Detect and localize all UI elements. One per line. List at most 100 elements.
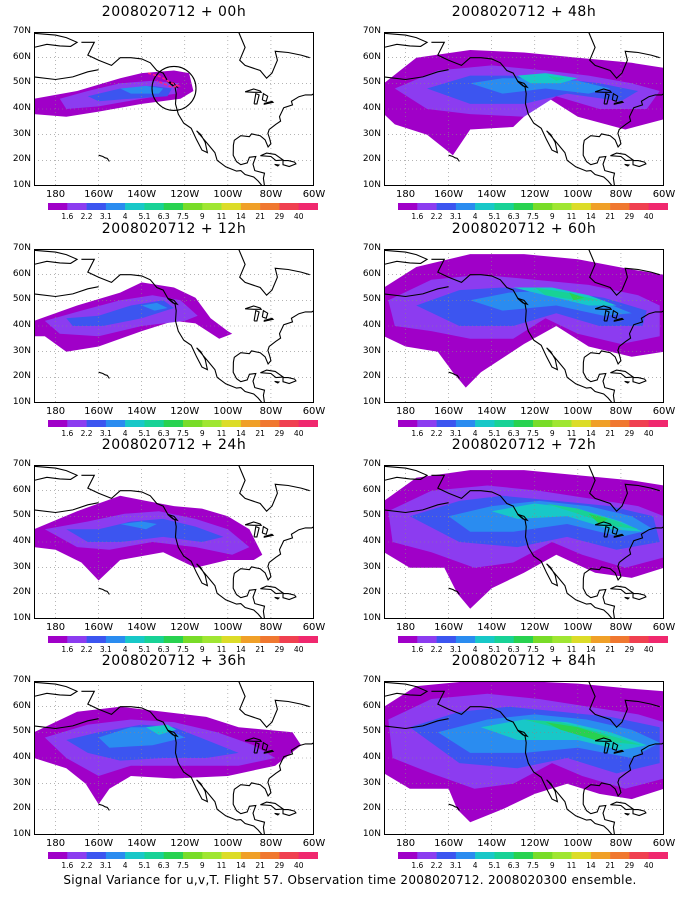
longitude-label: 120W — [520, 838, 550, 849]
colorbar-swatch — [183, 852, 203, 859]
colorbar-swatch — [436, 203, 457, 210]
colorbar-swatch — [240, 203, 261, 210]
colorbar-swatch — [494, 203, 515, 210]
colorbar-swatch — [105, 852, 126, 859]
colorbar-label: 2.2 — [80, 212, 93, 221]
coastline — [448, 803, 460, 811]
colorbar-swatch — [610, 420, 630, 427]
latitude-label: 50N — [362, 726, 381, 737]
longitude-label: 140W — [127, 406, 157, 417]
colorbar-swatch — [571, 420, 592, 427]
map-plot — [34, 249, 314, 403]
coastline — [232, 310, 314, 403]
latitude-label: 50N — [12, 726, 31, 737]
colorbar-label: 9 — [549, 645, 555, 654]
colorbar-swatch — [48, 420, 68, 427]
colorbar-swatch — [494, 420, 515, 427]
coastline — [34, 502, 99, 514]
map-frame — [384, 681, 664, 835]
coastline — [98, 154, 110, 162]
colorbar-swatch — [67, 852, 87, 859]
longitude-label: 180 — [395, 189, 416, 200]
coastline — [81, 41, 263, 186]
latitude-label: 40N — [12, 752, 31, 762]
colorbar-swatch — [125, 203, 145, 210]
latitude-label: 30N — [12, 345, 31, 356]
coastline — [603, 525, 610, 538]
longitude-label: 60W — [302, 622, 326, 633]
coastline — [238, 681, 310, 729]
colorbar-label: 21 — [605, 645, 615, 654]
longitude-label: 140W — [477, 838, 507, 849]
coastline — [238, 32, 310, 80]
flight-track — [147, 72, 181, 89]
colorbar-swatch — [298, 203, 318, 210]
latitude-label: 70N — [362, 243, 381, 253]
colorbar-label: 14 — [236, 645, 246, 654]
longitude-label: 120W — [520, 622, 550, 633]
coastline — [282, 377, 297, 385]
colorbar-label: 7.5 — [177, 212, 189, 221]
latitude-label: 10N — [362, 829, 381, 839]
longitude-label: 80W — [609, 838, 633, 849]
colorbar-swatch — [475, 636, 495, 643]
colorbar-label: 1.6 — [411, 861, 424, 870]
latitude-label: 30N — [12, 561, 31, 572]
latitude-label: 20N — [12, 154, 31, 165]
colorbar — [398, 203, 668, 210]
longitude-label: 100W — [213, 406, 243, 417]
longitude-label: 120W — [520, 189, 550, 200]
colorbar-label: 21 — [605, 212, 615, 221]
longitude-label: 180 — [395, 406, 416, 417]
latitude-label: 50N — [12, 510, 31, 521]
colorbar-swatch — [513, 203, 534, 210]
colorbar-label: 4 — [122, 645, 128, 654]
longitude-label: 120W — [170, 622, 200, 633]
colorbar-label: 40 — [643, 645, 654, 654]
longitude-label: 100W — [213, 189, 243, 200]
coastline — [261, 741, 269, 752]
colorbar-swatch — [590, 420, 611, 427]
colorbar-swatch — [144, 203, 165, 210]
colorbar-swatch — [513, 636, 534, 643]
colorbar-label: 1.6 — [61, 212, 74, 221]
colorbar-label: 2.2 — [430, 429, 443, 438]
coastline — [98, 371, 110, 379]
colorbar — [48, 852, 318, 859]
colorbar-label: 3.1 — [449, 212, 462, 221]
variance-contour — [569, 292, 585, 301]
colorbar-swatch — [590, 852, 611, 859]
colorbar-label: 9 — [549, 861, 555, 870]
colorbar-label: 5.1 — [488, 645, 501, 654]
coastline — [274, 812, 281, 816]
map-panel: 2008020712 + 48h 70N 60N 50N 40N 30N 20N 10N 180… — [350, 4, 676, 221]
latitude-label: 40N — [12, 103, 31, 113]
coastline — [613, 100, 625, 105]
colorbar-swatch — [163, 852, 184, 859]
coastline — [167, 729, 179, 738]
variance-contour — [141, 302, 168, 311]
latitude-label: 10N — [362, 613, 381, 623]
coastline — [594, 737, 613, 742]
colorbar-swatch — [533, 852, 553, 859]
longitude-label: 180 — [45, 189, 66, 200]
longitude-label: 180 — [45, 838, 66, 849]
colorbar-label: 14 — [236, 861, 246, 870]
longitude-label: 80W — [259, 406, 283, 417]
colorbar-label: 6.3 — [157, 429, 170, 438]
panel-title: 2008020712 + 48h — [451, 4, 597, 20]
colorbar-label: 5.1 — [488, 212, 501, 221]
longitude-label: 160W — [84, 838, 114, 849]
colorbar-label: 4 — [472, 861, 478, 870]
colorbar-swatch — [260, 203, 280, 210]
colorbar-swatch — [48, 852, 68, 859]
coastline — [517, 729, 529, 738]
colorbar-swatch — [144, 636, 165, 643]
map-plot — [384, 32, 664, 186]
colorbar-label: 6.3 — [507, 212, 520, 221]
colorbar-swatch — [86, 852, 107, 859]
coastline — [588, 32, 660, 80]
coastline — [582, 93, 664, 186]
coastline — [167, 513, 179, 522]
colorbar-swatch — [475, 203, 495, 210]
